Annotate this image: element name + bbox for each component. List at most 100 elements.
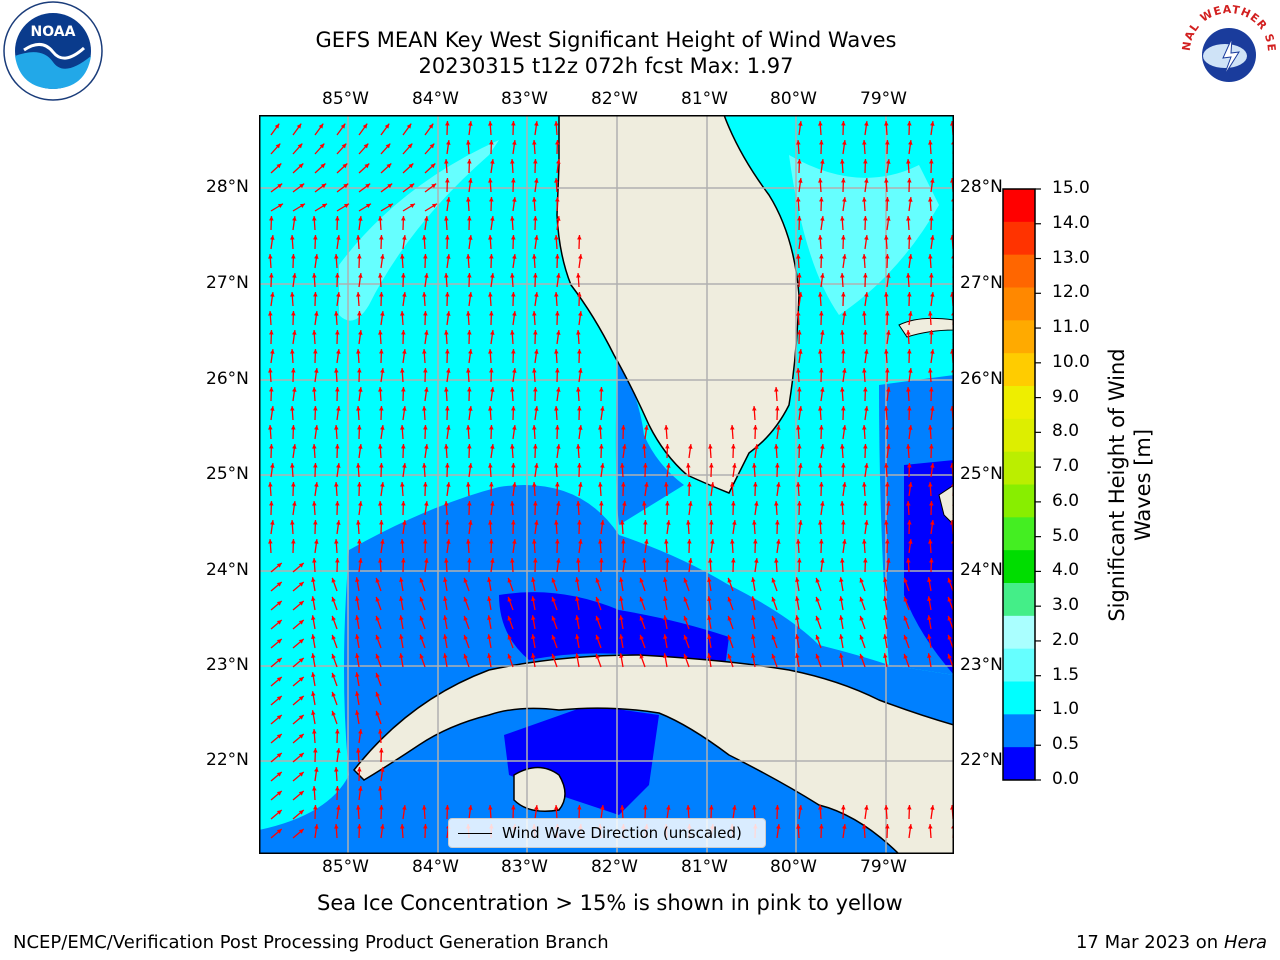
wind-arrow-head [533, 387, 538, 392]
wind-arrow-head [380, 539, 385, 544]
wind-arrow-head [642, 558, 647, 563]
wind-arrow-head [621, 539, 626, 544]
wind-arrow-head [884, 292, 889, 297]
wind-arrow-head [379, 748, 384, 753]
wind-arrow-head [686, 805, 691, 810]
wind-arrow-head [798, 235, 803, 240]
wind-arrow-head [663, 577, 668, 582]
wind-arrow-head [443, 577, 448, 582]
wind-arrow-head [298, 163, 304, 169]
wind-arrow-head [298, 810, 304, 815]
wind-arrow-head [577, 349, 582, 354]
wind-arrow-head [732, 805, 737, 810]
wind-arrow-head [341, 143, 347, 149]
wind-arrow-head [798, 805, 803, 810]
wind-arrow-head [842, 140, 847, 145]
lon-tick-top: 82°W [591, 89, 638, 109]
wind-arrow-head [335, 444, 340, 449]
wind-arrow-head [818, 292, 823, 297]
wind-arrow-head [401, 501, 406, 506]
wind-arrow-head [312, 501, 317, 506]
wind-arrow-head [334, 482, 339, 487]
wind-arrow-head [399, 615, 404, 620]
lat-tick-right: 28°N [960, 177, 1003, 197]
colorbar-tick-label: 9.0 [1052, 386, 1080, 407]
wind-arrow-head [406, 123, 412, 129]
wind-arrow-head [466, 197, 471, 202]
wind-arrow-head [331, 615, 336, 621]
wind-arrow-head [298, 791, 304, 796]
wind-arrow-head [531, 653, 536, 658]
wind-arrow-head [443, 634, 448, 639]
wind-arrow-head [947, 596, 952, 602]
wind-arrow-head [600, 805, 605, 810]
wind-arrow-head [512, 368, 517, 373]
wind-arrow-head [727, 577, 732, 583]
wind-arrow-head [429, 143, 435, 149]
wind-arrow-head [298, 753, 304, 758]
wind-arrow-head [511, 292, 516, 297]
wind-arrow-head [771, 596, 776, 602]
wind-arrow-head [375, 577, 380, 583]
wind-arrow-head [619, 577, 624, 582]
wind-arrow-head [423, 311, 428, 316]
wind-arrow-head [908, 425, 913, 430]
wind-arrow-head [908, 197, 913, 202]
lon-tick-bottom: 79°W [860, 857, 907, 877]
wind-arrow-head [710, 539, 715, 544]
wind-arrow-head [707, 634, 712, 639]
wind-arrow-head [555, 197, 560, 202]
wind-arrow-head [753, 539, 758, 544]
wind-arrow-head [298, 677, 304, 682]
wind-arrow-head [319, 143, 325, 149]
wind-arrow-head [378, 729, 383, 734]
wind-arrow-head [908, 482, 913, 487]
wind-arrow-head [796, 311, 801, 316]
wind-arrow-head [930, 121, 935, 126]
wind-arrow-head [314, 254, 319, 259]
wind-arrow-head [751, 615, 756, 620]
wind-arrow-head [708, 501, 713, 506]
wind-arrow-head [886, 444, 891, 449]
wind-arrow-head [468, 463, 473, 468]
lat-tick-left: 28°N [206, 177, 249, 197]
wind-arrow-head [795, 577, 800, 582]
wind-arrow-head [820, 558, 825, 563]
wind-arrow-head [467, 273, 472, 278]
wind-arrow-head [622, 501, 627, 506]
wind-arrow-head [884, 121, 889, 126]
wind-arrow-head [577, 292, 582, 297]
wind-arrow-head [556, 216, 561, 221]
wind-arrow-head [291, 425, 296, 430]
wind-arrow-head [752, 463, 757, 468]
wind-arrow-head [688, 558, 693, 563]
wind-arrow-head [335, 729, 340, 734]
wind-arrow-head [292, 273, 297, 278]
wind-arrow-head [355, 672, 360, 677]
wind-arrow-head [488, 235, 493, 240]
wind-arrow-head [819, 254, 824, 259]
wind-arrow-head [534, 121, 539, 126]
wind-arrow-head [357, 368, 362, 373]
graticule [259, 115, 954, 854]
wind-arrow-head [929, 273, 934, 278]
colorbar-swatches [1003, 189, 1035, 781]
wind-arrow-head [445, 235, 450, 240]
wind-arrow-head [818, 520, 823, 525]
wind-arrow-head [929, 444, 934, 449]
colorbar-swatch [1003, 714, 1035, 748]
wind-arrow-head [268, 482, 273, 487]
wind-arrow-head [488, 805, 493, 810]
wind-arrow-head [686, 463, 691, 468]
wind-arrow-head [578, 368, 583, 373]
colorbar-tick-label: 8.0 [1052, 421, 1080, 442]
wind-arrow-head [554, 406, 559, 411]
wind-arrow-head [797, 558, 802, 563]
wind-arrow-head [313, 748, 318, 753]
wind-arrow-head [356, 406, 361, 411]
title-line-2: 20230315 t12z 072h fcst Max: 1.97 [418, 54, 794, 78]
wind-arrow-head [771, 577, 776, 583]
wind-arrow-head [331, 672, 336, 678]
wind-arrow-head [357, 824, 362, 829]
wind-arrow-head [532, 254, 537, 259]
